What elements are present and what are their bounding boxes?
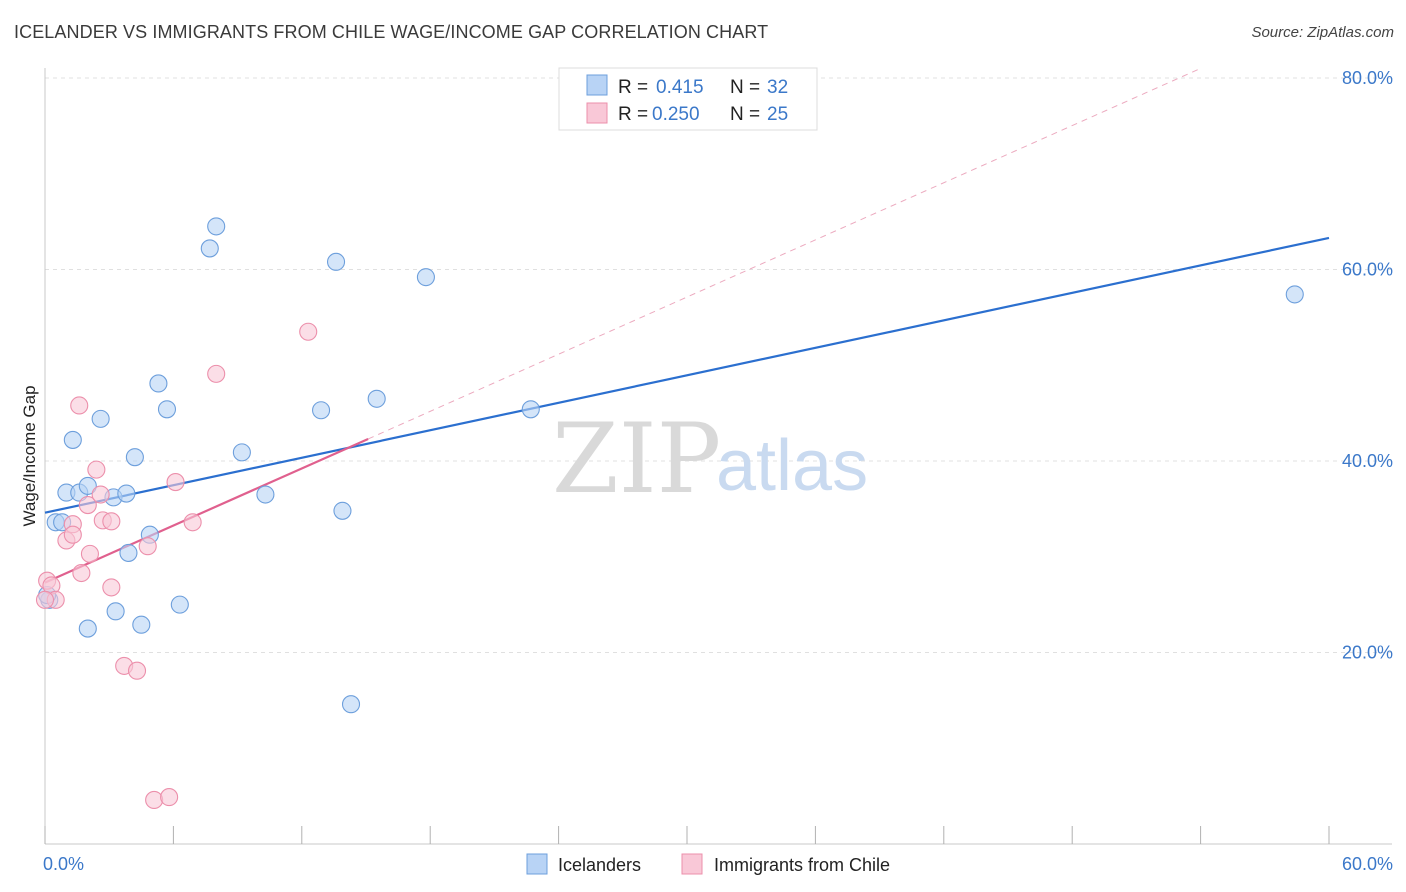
- legend-n-label: N =: [730, 104, 760, 125]
- watermark-zip: ZIP: [552, 403, 721, 515]
- legend-r-label: R =: [618, 77, 648, 98]
- correlation-legend: R = 0.415 N = 32 R = 0.250 N = 25: [558, 67, 818, 131]
- watermark-atlas: atlas: [716, 426, 868, 506]
- data-point-chile: [91, 485, 110, 504]
- data-point-chile: [183, 513, 202, 532]
- data-point-chile: [63, 525, 82, 544]
- data-point-icelanders: [341, 695, 361, 714]
- y-axis-title: Wage/Income Gap: [20, 385, 39, 526]
- data-point-chile: [299, 322, 318, 341]
- x-tick-labels: 0.0% 60.0%: [43, 854, 1393, 874]
- data-point-icelanders: [170, 595, 189, 614]
- y-tick-label: 20.0%: [1342, 643, 1393, 663]
- data-point-icelanders: [132, 615, 151, 634]
- data-point-chile: [102, 578, 121, 597]
- data-point-icelanders: [312, 401, 331, 420]
- data-point-chile: [102, 512, 121, 531]
- y-tick-label: 40.0%: [1342, 451, 1393, 471]
- y-tick-labels: 20.0% 40.0% 60.0% 80.0%: [1342, 68, 1393, 663]
- axes: [44, 68, 1392, 845]
- data-point-chile: [145, 790, 164, 810]
- watermark: ZIP atlas: [552, 403, 868, 515]
- data-point-icelanders: [232, 443, 251, 462]
- data-point-icelanders: [106, 602, 125, 621]
- data-point-chile: [138, 537, 157, 556]
- data-point-chile: [127, 661, 147, 680]
- gridlines: [45, 77, 1392, 653]
- legend-r-label: R =: [618, 104, 648, 125]
- data-point-icelanders: [416, 268, 435, 287]
- chart-title: ICELANDER VS IMMIGRANTS FROM CHILE WAGE/…: [14, 22, 769, 42]
- legend-r-value: 0.415: [656, 77, 704, 98]
- series-legend: Icelanders Immigrants from Chile: [526, 853, 890, 875]
- data-point-icelanders: [117, 484, 136, 503]
- data-point-chile: [87, 460, 106, 479]
- data-point-chile: [160, 788, 179, 807]
- legend-n-label: N =: [730, 77, 760, 98]
- trend-line-icelanders: [44, 236, 1330, 514]
- data-point-icelanders: [200, 239, 219, 258]
- data-point-icelanders: [207, 217, 226, 236]
- data-point-chile: [80, 544, 99, 563]
- data-point-icelanders: [78, 476, 97, 495]
- data-point-icelanders: [326, 252, 346, 271]
- data-point-icelanders: [91, 409, 110, 428]
- y-tick-label: 60.0%: [1342, 260, 1393, 280]
- legend-swatch-chile: [586, 102, 608, 124]
- source-credit: Source: ZipAtlas.com: [1251, 24, 1394, 41]
- data-point-chile: [78, 495, 97, 515]
- data-point-icelanders: [119, 543, 138, 562]
- bottom-legend-swatch-chile: [681, 853, 703, 875]
- data-point-chile: [207, 364, 226, 383]
- data-point-icelanders: [63, 430, 82, 449]
- data-point-icelanders: [256, 485, 275, 504]
- data-point-icelanders: [149, 374, 168, 393]
- trend-line-chile: [44, 437, 369, 584]
- data-point-chile: [166, 473, 185, 492]
- data-point-icelanders: [333, 501, 352, 520]
- legend-r-value: 0.250: [652, 104, 700, 125]
- legend-swatch-icelanders: [586, 74, 608, 96]
- data-point-icelanders: [521, 400, 540, 419]
- bottom-legend-label-chile: Immigrants from Chile: [714, 855, 890, 875]
- bottom-legend-label-icelanders: Icelanders: [558, 855, 641, 875]
- y-tick-label: 80.0%: [1342, 68, 1393, 88]
- trend-lines: [44, 67, 1330, 584]
- data-point-icelanders: [1285, 285, 1304, 304]
- data-point-icelanders: [78, 619, 97, 638]
- data-point-chile: [35, 590, 55, 609]
- legend-n-value: 25: [767, 104, 788, 125]
- trend-line-extension: [367, 67, 1201, 440]
- data-point-icelanders: [157, 400, 177, 419]
- legend-n-value: 32: [767, 77, 788, 98]
- data-point-chile: [72, 563, 91, 583]
- data-point-icelanders: [125, 448, 144, 467]
- data-point-chile: [70, 396, 89, 415]
- bottom-legend-swatch-icelanders: [526, 853, 548, 875]
- data-point-icelanders: [367, 389, 386, 408]
- x-tick-label: 0.0%: [43, 854, 84, 874]
- x-tick-label: 60.0%: [1342, 854, 1393, 874]
- data-points: [35, 217, 1304, 810]
